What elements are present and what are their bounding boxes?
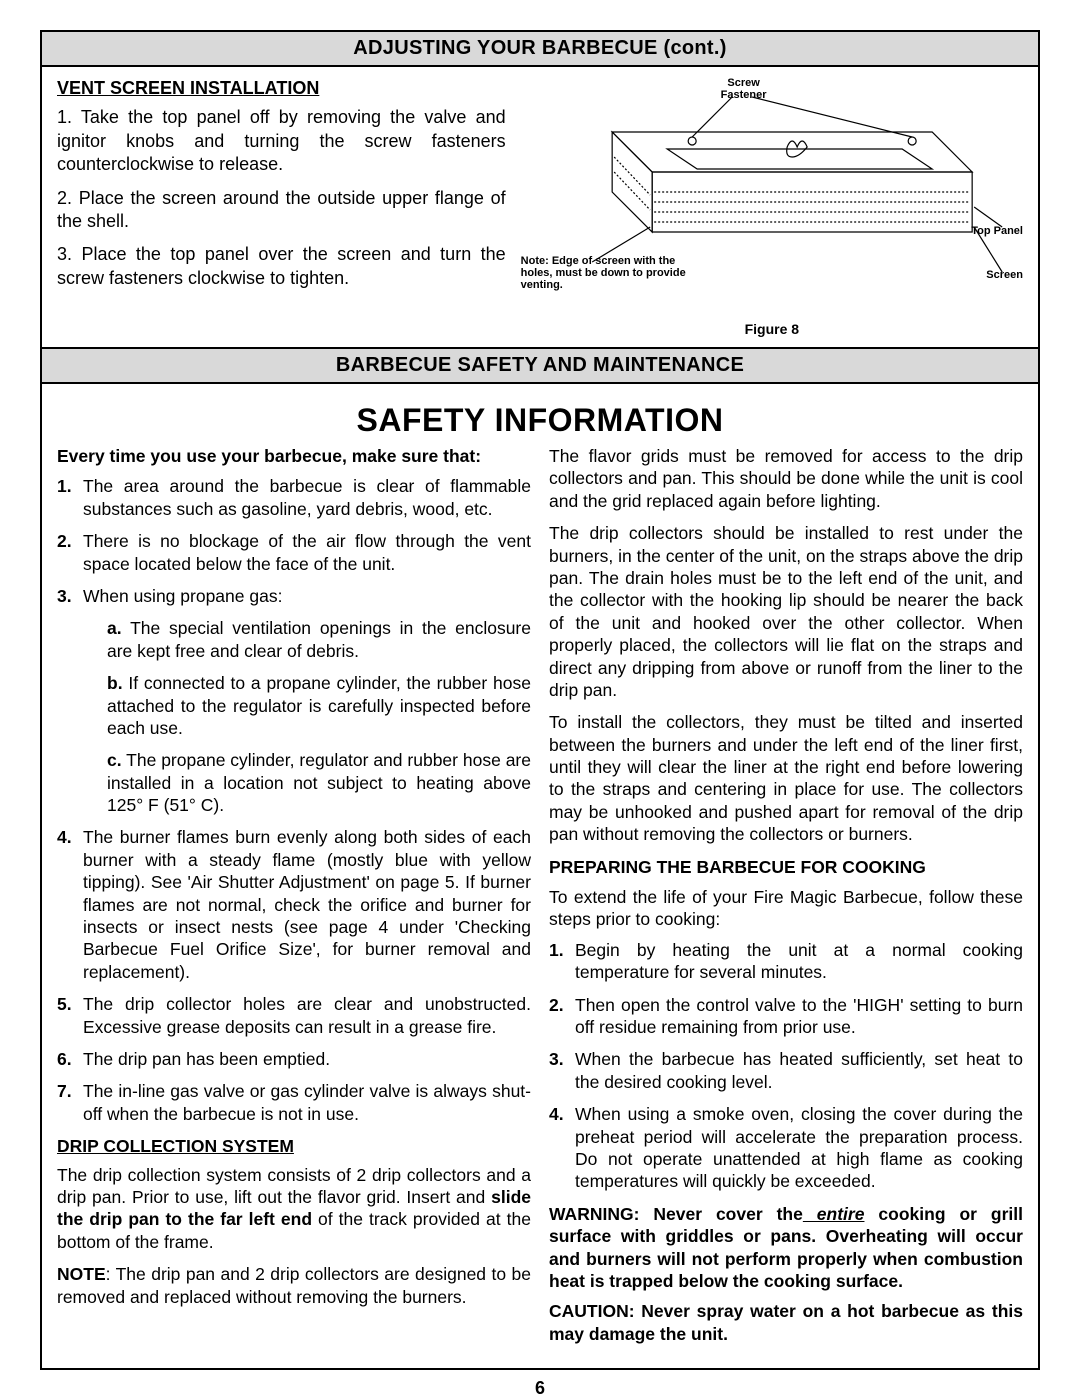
drip-heading: DRIP COLLECTION SYSTEM — [57, 1135, 531, 1157]
list-item: 2.There is no blockage of the air flow t… — [57, 530, 531, 575]
list-item: 7.The in-line gas valve or gas cylinder … — [57, 1080, 531, 1125]
list-item: 5.The drip collector holes are clear and… — [57, 993, 531, 1038]
page-number: 6 — [40, 1378, 1040, 1399]
safety-lead: Every time you use your barbecue, make s… — [57, 445, 531, 467]
list-item: 4.The burner flames burn evenly along bo… — [57, 826, 531, 983]
right-para-3: To install the collectors, they must be … — [549, 711, 1023, 845]
section-header-safety: BARBECUE SAFETY AND MAINTENANCE — [42, 347, 1038, 384]
drip-note: NOTE: The drip pan and 2 drip collectors… — [57, 1263, 531, 1308]
section-header-adjusting: ADJUSTING YOUR BARBECUE (cont.) — [42, 32, 1038, 67]
figure-caption: Figure 8 — [521, 321, 1023, 337]
sublist-item: b. If connected to a propane cylinder, t… — [107, 672, 531, 739]
safety-checklist-cont: 4.The burner flames burn evenly along bo… — [57, 826, 531, 1125]
page-frame: ADJUSTING YOUR BARBECUE (cont.) VENT SCR… — [40, 30, 1040, 1370]
safety-information-title: SAFETY INFORMATION — [42, 402, 1038, 439]
list-item: 3.When using propane gas: — [57, 585, 531, 607]
warning-text: WARNING: Never cover the entire cooking … — [549, 1203, 1023, 1293]
vent-diagram-column: Screw Fastener Top Panel Screen Note: Ed… — [521, 77, 1023, 337]
diagram-note: Note: Edge of screen with the holes, mus… — [521, 255, 691, 291]
right-para-2: The drip collectors should be installed … — [549, 522, 1023, 701]
vent-step-2: 2. Place the screen around the outside u… — [57, 187, 506, 234]
vent-section: VENT SCREEN INSTALLATION 1. Take the top… — [42, 67, 1038, 347]
right-para-1: The flavor grids must be removed for acc… — [549, 445, 1023, 512]
list-item: 3.When the barbecue has heated sufficien… — [549, 1048, 1023, 1093]
label-screen: Screen — [986, 269, 1023, 281]
list-item: 1.The area around the barbecue is clear … — [57, 475, 531, 520]
prep-lead: To extend the life of your Fire Magic Ba… — [549, 886, 1023, 931]
sublist-item: c. The propane cylinder, regulator and r… — [107, 749, 531, 816]
list-item: 2.Then open the control valve to the 'HI… — [549, 994, 1023, 1039]
prep-heading: PREPARING THE BARBECUE FOR COOKING — [549, 856, 1023, 878]
right-column: The flavor grids must be removed for acc… — [549, 445, 1023, 1353]
barbecue-diagram: Screw Fastener Top Panel Screen Note: Ed… — [521, 77, 1023, 317]
label-screw-fastener: Screw Fastener — [721, 77, 767, 101]
vent-heading: VENT SCREEN INSTALLATION — [57, 77, 506, 100]
safety-checklist: 1.The area around the barbecue is clear … — [57, 475, 531, 607]
left-column: Every time you use your barbecue, make s… — [57, 445, 531, 1353]
sublist-item: a. The special ventilation openings in t… — [107, 617, 531, 662]
propane-sublist: a. The special ventilation openings in t… — [57, 617, 531, 816]
list-item: 1.Begin by heating the unit at a normal … — [549, 939, 1023, 984]
vent-text-column: VENT SCREEN INSTALLATION 1. Take the top… — [57, 77, 521, 337]
caution-text: CAUTION: Never spray water on a hot barb… — [549, 1300, 1023, 1345]
prep-steps: 1.Begin by heating the unit at a normal … — [549, 939, 1023, 1193]
vent-step-3: 3. Place the top panel over the screen a… — [57, 243, 506, 290]
safety-columns: Every time you use your barbecue, make s… — [42, 445, 1038, 1368]
list-item: 4.When using a smoke oven, closing the c… — [549, 1103, 1023, 1193]
vent-step-1: 1. Take the top panel off by removing th… — [57, 106, 506, 176]
list-item: 6.The drip pan has been emptied. — [57, 1048, 531, 1070]
label-top-panel: Top Panel — [971, 225, 1023, 237]
drip-paragraph-1: The drip collection system consists of 2… — [57, 1164, 531, 1254]
